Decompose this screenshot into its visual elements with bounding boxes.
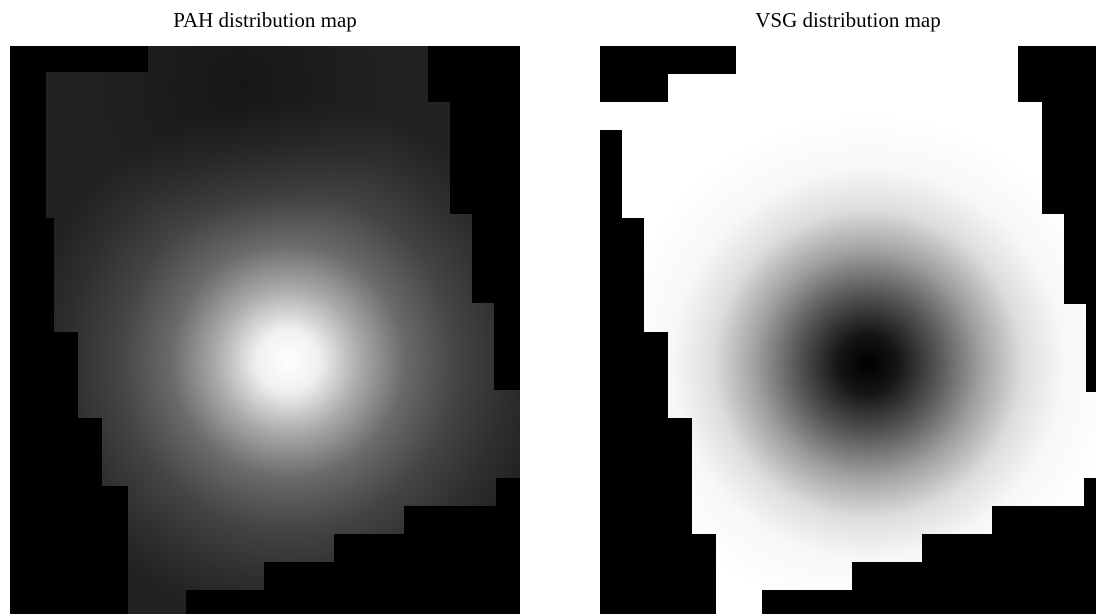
vsg-distribution-map [600,46,1096,614]
pah-map-title: PAH distribution map [173,8,357,32]
pah-distribution-map [10,46,520,614]
vsg-map-title: VSG distribution map [755,8,941,32]
